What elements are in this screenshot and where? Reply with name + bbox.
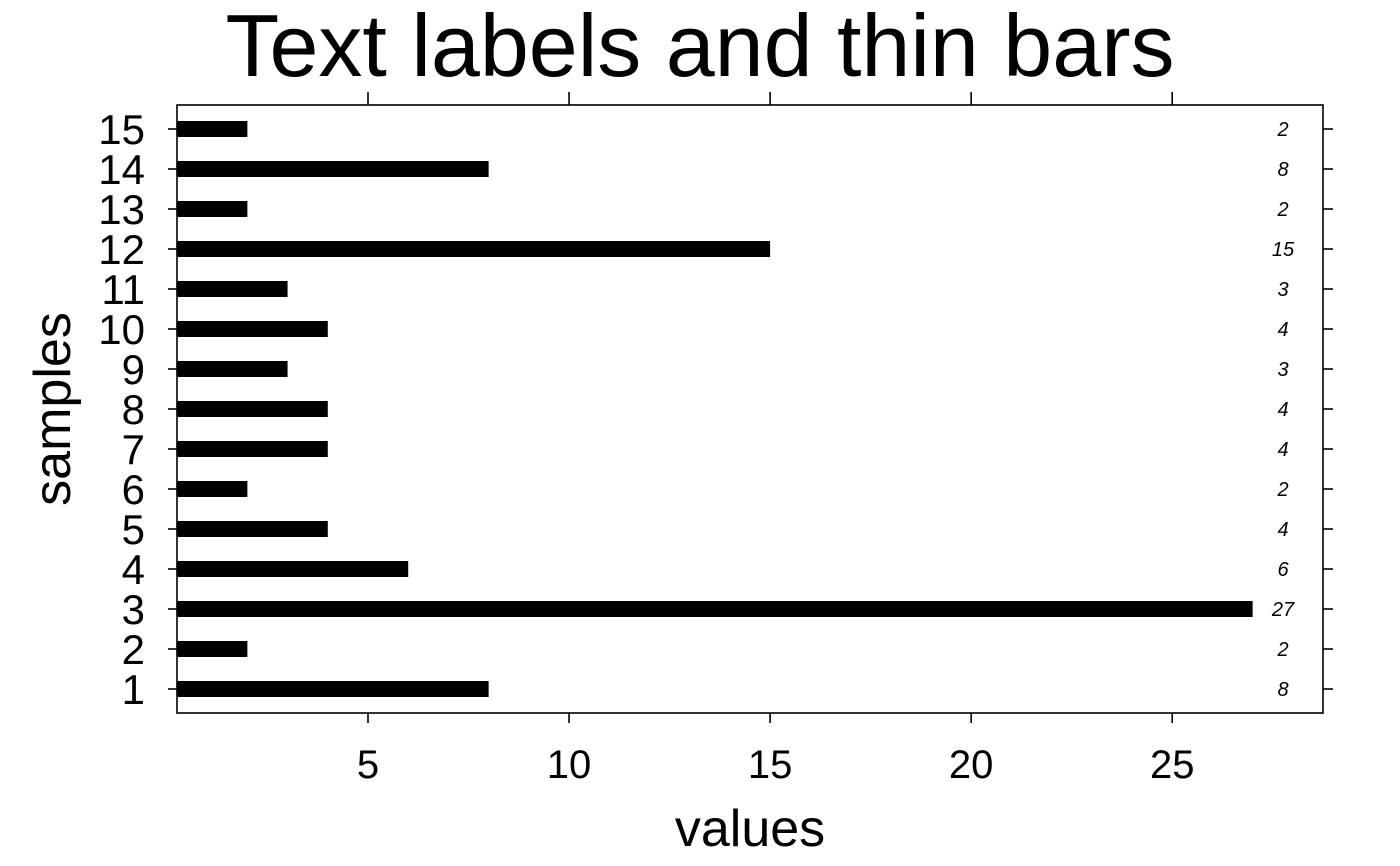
y-tick-label-2: 2 [122, 626, 145, 673]
x-tick-label-25: 25 [1150, 743, 1195, 787]
y-tick-label-5: 5 [122, 506, 145, 553]
bar-13 [177, 201, 248, 217]
y-tick-label-6: 6 [122, 466, 145, 513]
data-label-10: 4 [1277, 319, 1288, 341]
y-tick-label-13: 13 [98, 186, 145, 233]
y-tick-label-10: 10 [98, 306, 145, 353]
y-tick-label-3: 3 [122, 586, 145, 633]
y-tick-label-12: 12 [98, 226, 145, 273]
bar-14 [177, 161, 489, 177]
y-tick-label-14: 14 [98, 146, 145, 193]
y-tick-label-15: 15 [98, 106, 145, 153]
bar-4 [177, 561, 409, 577]
x-tick-label-5: 5 [357, 743, 379, 787]
bar-2 [177, 641, 248, 657]
y-tick-label-1: 1 [122, 666, 145, 713]
x-tick-label-20: 20 [949, 743, 994, 787]
bar-6 [177, 481, 248, 497]
data-label-3: 27 [1271, 599, 1295, 621]
data-labels-group: 8 2 27 6 4 2 4 4 3 4 3 15 2 8 2 [1271, 119, 1295, 701]
data-label-13: 2 [1276, 199, 1288, 221]
bar-5 [177, 521, 328, 537]
data-label-6: 2 [1276, 479, 1288, 501]
bar-8 [177, 401, 328, 417]
data-label-2: 2 [1276, 639, 1288, 661]
x-axis-label: values [675, 800, 825, 858]
data-label-11: 3 [1277, 279, 1288, 301]
plot-frame [176, 104, 1324, 714]
y-tick-label-4: 4 [122, 546, 145, 593]
data-label-7: 4 [1277, 439, 1288, 461]
y-axis-label: samples [24, 312, 82, 506]
x-axis-ticks: 5 10 15 20 25 [357, 92, 1195, 787]
bar-15 [177, 121, 248, 137]
y-tick-label-7: 7 [122, 426, 145, 473]
data-label-15: 2 [1276, 119, 1288, 141]
chart-title: Text labels and thin bars [225, 0, 1174, 95]
bar-12 [177, 241, 771, 257]
x-tick-label-15: 15 [748, 743, 793, 787]
y-tick-label-9: 9 [122, 346, 145, 393]
data-label-14: 8 [1277, 159, 1288, 181]
y-tick-label-11: 11 [101, 266, 145, 313]
bar-9 [177, 361, 288, 377]
bar-7 [177, 441, 328, 457]
data-label-8: 4 [1277, 399, 1288, 421]
bar-11 [177, 281, 288, 297]
data-label-4: 6 [1277, 559, 1289, 581]
x-tick-label-10: 10 [547, 743, 592, 787]
data-label-12: 15 [1272, 239, 1295, 261]
data-label-1: 8 [1277, 679, 1288, 701]
data-label-5: 4 [1277, 519, 1288, 541]
bars-group [177, 121, 1253, 697]
data-label-9: 3 [1277, 359, 1288, 381]
bar-1 [177, 681, 489, 697]
bar-10 [177, 321, 328, 337]
y-tick-label-8: 8 [122, 386, 145, 433]
bar-3 [177, 601, 1253, 617]
